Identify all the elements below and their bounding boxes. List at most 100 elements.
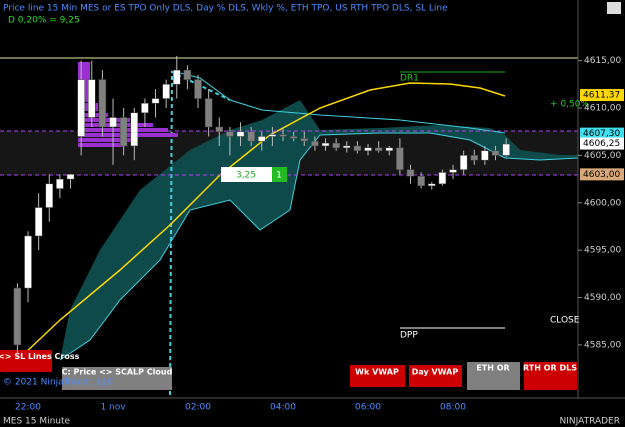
- candle-body: [268, 134, 277, 137]
- candle-body: [438, 172, 447, 185]
- candle-body: [215, 126, 224, 132]
- candle-body: [119, 117, 128, 147]
- candle-body: [279, 134, 287, 137]
- button[interactable]: [62, 367, 172, 390]
- price-marker-label: 4611,37: [583, 91, 620, 101]
- count-badge: [272, 167, 287, 182]
- candle-body: [374, 147, 383, 151]
- x-tick-label: 1 nov: [100, 403, 126, 413]
- count-number: 1: [276, 171, 282, 181]
- y-tick-label: 4590,00: [584, 293, 621, 303]
- copyright: © 2021 NinjaTrader, LLC: [3, 378, 114, 388]
- candle-body: [311, 140, 319, 147]
- title: Price line 15 Min MES or ES TPO Only DLS…: [3, 4, 448, 14]
- subtitle: D 0,20% = 9,25: [8, 16, 80, 26]
- candle-body: [353, 145, 362, 151]
- button-label: C: Price <> SCALP Cloud: [62, 368, 173, 377]
- logo: NINJATRADER: [560, 417, 621, 427]
- price-marker-label: 4606,25: [583, 139, 620, 149]
- button[interactable]: [467, 362, 520, 390]
- cloud-lower: [59, 132, 579, 361]
- candle-body: [470, 155, 479, 161]
- dr1-label: DR1: [400, 74, 419, 84]
- count-box: [221, 167, 272, 182]
- price-marker-label: 4603,00: [583, 170, 620, 180]
- candle-body: [491, 150, 500, 156]
- instrument: MES 15 Minute: [3, 417, 71, 427]
- pct-label: + 0,50%: [550, 100, 589, 110]
- candle-body: [385, 147, 394, 151]
- y-tick-label: 4595,00: [584, 246, 621, 256]
- candle-body: [34, 207, 43, 237]
- candle-body: [88, 79, 96, 118]
- candle-body: [98, 79, 107, 128]
- candle-body: [130, 112, 139, 147]
- button-label: Price <> SL Lines Cross: [0, 352, 80, 361]
- candle-body: [428, 183, 436, 186]
- candle-body: [13, 287, 22, 346]
- candle-body: [45, 183, 54, 208]
- candle-body: [77, 79, 85, 137]
- candle-body: [332, 142, 340, 149]
- candle-body: [321, 142, 330, 147]
- candle-body: [449, 169, 457, 173]
- y-tick-label: 4605,00: [584, 151, 621, 161]
- y-tick-label: 4600,00: [584, 198, 621, 208]
- candle-body: [258, 136, 266, 142]
- count-value: 3,25: [236, 171, 256, 181]
- candle-body: [343, 145, 351, 149]
- candle-body: [481, 150, 489, 161]
- x-tick-label: 22:00: [15, 403, 41, 413]
- x-tick-label: 08:00: [440, 403, 466, 413]
- candle-body: [364, 147, 372, 151]
- candle-body: [173, 69, 181, 85]
- x-tick-label: 02:00: [185, 403, 211, 413]
- candle-body: [151, 98, 160, 104]
- y-tick-label: 4615,00: [584, 56, 621, 66]
- cloud-upper: [175, 71, 506, 134]
- price-marker-label: 4607,30: [583, 129, 620, 139]
- y-tick-label: 4610,00: [584, 104, 621, 114]
- button-label: Wk VWAP: [355, 368, 399, 377]
- price-marker: [580, 137, 624, 150]
- x-tick-label: 06:00: [355, 403, 381, 413]
- cloud: [60, 100, 578, 360]
- candle-body: [56, 178, 64, 189]
- vwap-line: [4, 82, 506, 373]
- window-button[interactable]: [607, 2, 621, 14]
- candle-body: [204, 98, 213, 128]
- button[interactable]: [350, 365, 405, 387]
- candle-body: [247, 131, 255, 142]
- close-label: CLOSE: [550, 316, 580, 326]
- button[interactable]: [524, 362, 577, 390]
- candle-body: [300, 138, 309, 142]
- candle-body: [109, 117, 117, 128]
- dpp-label: DPP: [400, 331, 418, 341]
- button-label: Day VWAP: [412, 368, 459, 377]
- stop-line: [169, 70, 231, 396]
- candle-body: [459, 155, 468, 170]
- button[interactable]: [409, 365, 462, 387]
- candle-body: [396, 147, 404, 170]
- price-marker: [580, 89, 624, 102]
- candle-body: [236, 131, 245, 137]
- price-marker: [580, 168, 624, 181]
- candle-body: [502, 143, 510, 156]
- candle-body: [66, 174, 75, 180]
- price-marker: [580, 127, 624, 140]
- button-label: RTH OR DLS: [523, 364, 577, 373]
- candle-body: [24, 235, 32, 289]
- candle-body: [194, 79, 202, 99]
- button[interactable]: [0, 350, 52, 372]
- candle-body: [226, 131, 234, 137]
- candle-body: [141, 103, 149, 114]
- candle-body: [289, 136, 298, 139]
- candle-body: [406, 169, 415, 177]
- candle-body: [183, 69, 192, 80]
- y-tick-label: 4585,00: [584, 340, 621, 350]
- button-label: ETH OR: [476, 364, 509, 373]
- candle-body: [417, 176, 425, 186]
- x-tick-label: 04:00: [270, 403, 296, 413]
